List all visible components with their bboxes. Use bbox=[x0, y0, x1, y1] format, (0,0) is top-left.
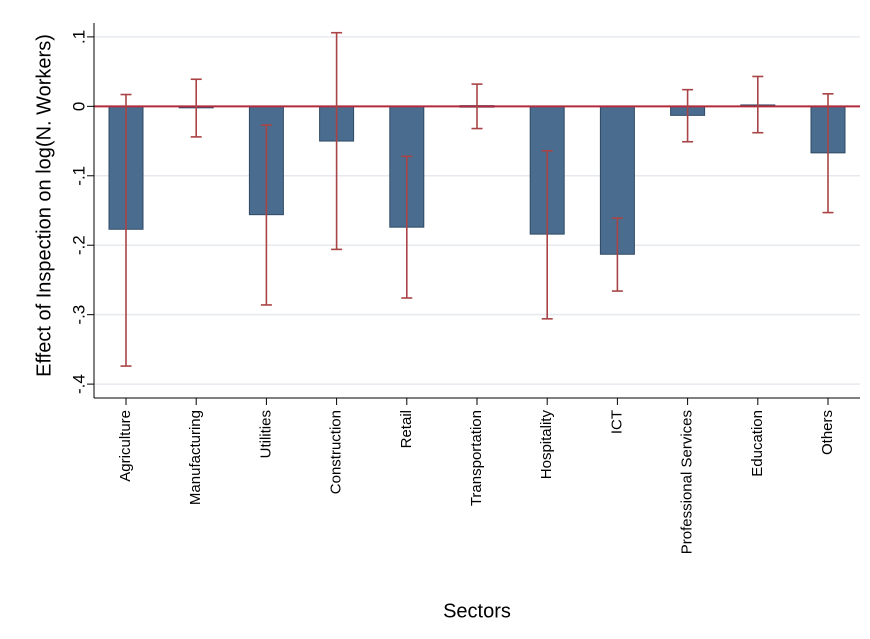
error-bar bbox=[541, 149, 553, 320]
y-tick-label: .1 bbox=[69, 30, 88, 44]
x-category-label: Hospitality bbox=[538, 410, 555, 480]
x-axis-title: Sectors bbox=[443, 600, 511, 622]
error-bar bbox=[682, 88, 694, 143]
x-category-label: Transportation bbox=[468, 410, 485, 506]
y-axis-title: Effect of Inspection on log(N. Workers) bbox=[33, 34, 55, 377]
x-category-label: ICT bbox=[608, 410, 625, 434]
error-bar bbox=[611, 217, 623, 292]
error-bar bbox=[120, 93, 132, 367]
y-tick-label: -.2 bbox=[69, 235, 88, 255]
error-bar bbox=[471, 83, 483, 130]
x-category-label: Manufacturing bbox=[187, 410, 204, 505]
x-axis-ticks: Agriculture Manufacturing Utilities Constru… bbox=[117, 398, 836, 554]
y-tick-label: 0 bbox=[69, 102, 88, 111]
error-bar bbox=[822, 93, 834, 214]
error-bar bbox=[190, 78, 202, 138]
x-category-label: Agriculture bbox=[117, 410, 134, 482]
x-category-label: Education bbox=[749, 410, 766, 477]
grid-lines bbox=[94, 36, 860, 385]
error-bar bbox=[260, 124, 272, 306]
x-category-label: Utilities bbox=[257, 410, 274, 458]
error-bars bbox=[120, 31, 834, 367]
x-category-label: Construction bbox=[328, 410, 345, 494]
x-category-label: Retail bbox=[398, 410, 415, 448]
x-category-label: Others bbox=[819, 410, 836, 455]
error-bar bbox=[401, 155, 413, 299]
x-category-label: Professional Services bbox=[679, 410, 696, 554]
y-axis-ticks: .1 0 -.1 -.2 -.3 -.4 bbox=[69, 30, 94, 394]
y-tick-label: -.3 bbox=[69, 305, 88, 325]
y-tick-label: -.4 bbox=[69, 374, 88, 394]
y-tick-label: -.1 bbox=[69, 166, 88, 186]
error-bar bbox=[752, 75, 764, 134]
error-bar bbox=[331, 31, 343, 251]
bar-ict bbox=[599, 105, 635, 255]
